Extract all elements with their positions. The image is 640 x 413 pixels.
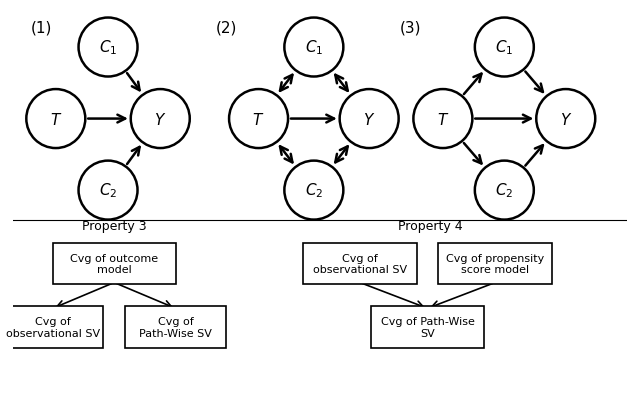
Ellipse shape: [284, 19, 343, 77]
Text: $C_1$: $C_1$: [305, 38, 323, 57]
Text: $Y$: $Y$: [559, 111, 572, 127]
Ellipse shape: [340, 90, 399, 149]
Text: Property 4: Property 4: [398, 219, 463, 232]
Text: $C_2$: $C_2$: [99, 181, 117, 200]
Ellipse shape: [229, 90, 288, 149]
Text: Cvg of Path-Wise
SV: Cvg of Path-Wise SV: [381, 317, 474, 338]
Text: Cvg of propensity
score model: Cvg of propensity score model: [446, 253, 544, 275]
Text: $T$: $T$: [50, 111, 62, 127]
Text: (3): (3): [400, 20, 421, 35]
Text: $C_1$: $C_1$: [495, 38, 513, 57]
Text: $T$: $T$: [252, 111, 265, 127]
FancyBboxPatch shape: [303, 243, 417, 285]
Text: $T$: $T$: [436, 111, 449, 127]
Text: $C_2$: $C_2$: [495, 181, 513, 200]
Ellipse shape: [79, 161, 138, 220]
Ellipse shape: [131, 90, 189, 149]
Text: Cvg of
Path-Wise SV: Cvg of Path-Wise SV: [139, 317, 212, 338]
Ellipse shape: [79, 19, 138, 77]
FancyBboxPatch shape: [438, 243, 552, 285]
Text: (2): (2): [216, 20, 237, 35]
Ellipse shape: [536, 90, 595, 149]
Text: Cvg of
observational SV: Cvg of observational SV: [6, 317, 100, 338]
Text: $C_1$: $C_1$: [99, 38, 117, 57]
FancyBboxPatch shape: [2, 306, 104, 348]
Text: Cvg of
observational SV: Cvg of observational SV: [313, 253, 407, 275]
Text: (1): (1): [31, 20, 52, 35]
FancyBboxPatch shape: [371, 306, 484, 348]
Ellipse shape: [475, 161, 534, 220]
Ellipse shape: [26, 90, 85, 149]
FancyBboxPatch shape: [125, 306, 227, 348]
FancyBboxPatch shape: [52, 243, 175, 285]
Ellipse shape: [284, 161, 343, 220]
Text: $Y$: $Y$: [363, 111, 375, 127]
Ellipse shape: [413, 90, 472, 149]
Text: $Y$: $Y$: [154, 111, 166, 127]
Text: Cvg of outcome
model: Cvg of outcome model: [70, 253, 158, 275]
Ellipse shape: [475, 19, 534, 77]
Text: $C_2$: $C_2$: [305, 181, 323, 200]
Text: Property 3: Property 3: [82, 219, 147, 232]
